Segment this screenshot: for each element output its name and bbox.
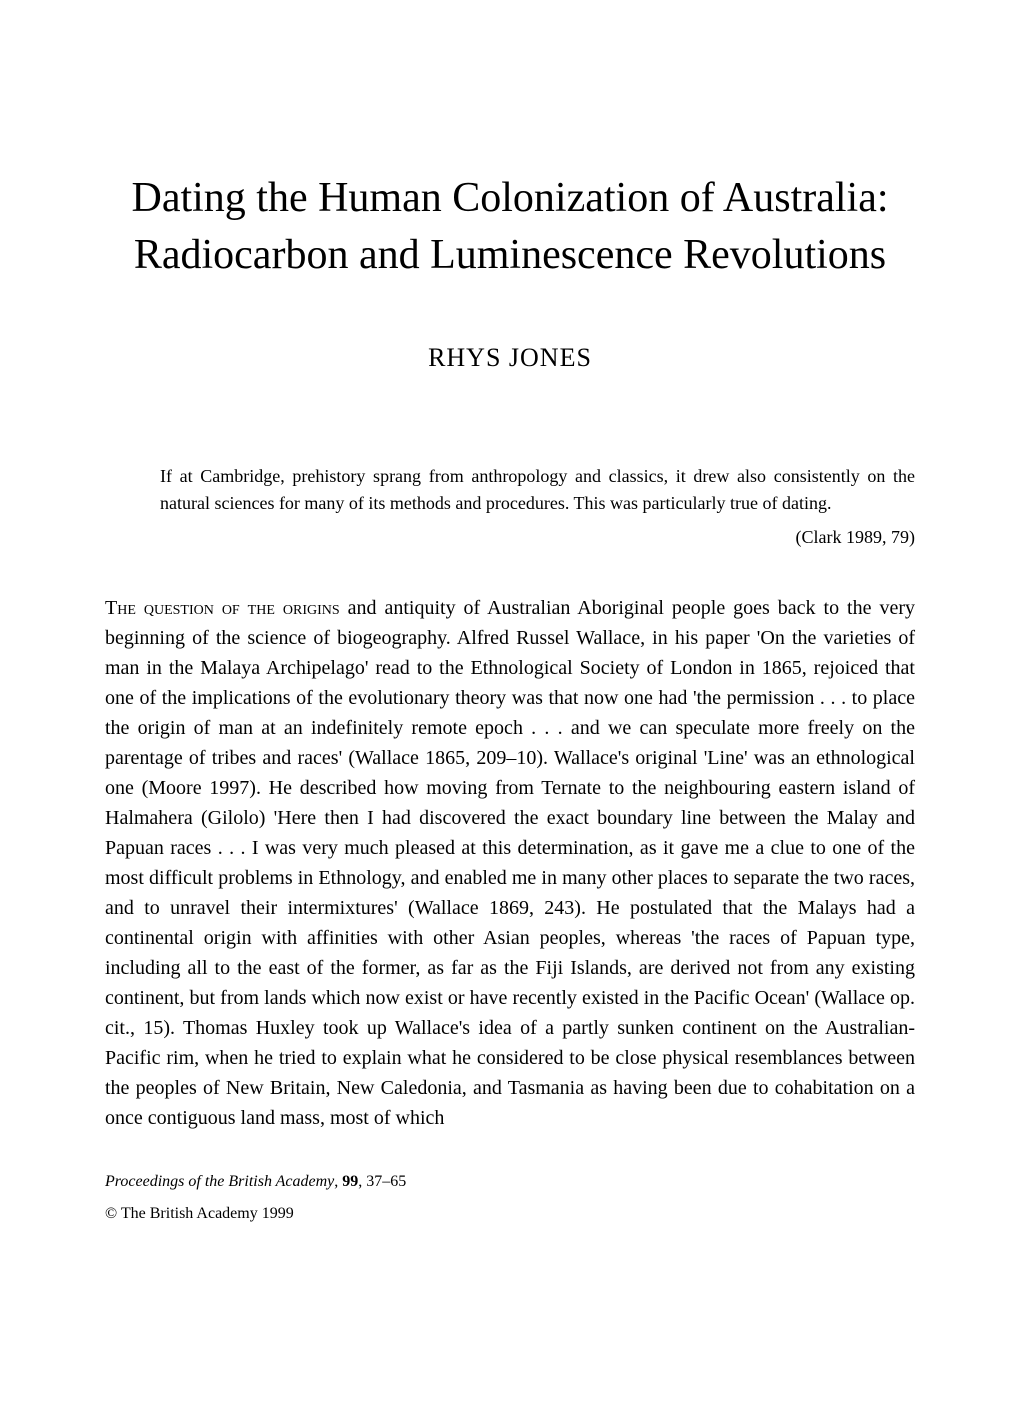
volume-number: 99 — [342, 1173, 358, 1190]
footer-citation: Proceedings of the British Academy, 99, … — [105, 1173, 915, 1191]
body-lead-smallcaps: The question of the origins — [105, 597, 340, 619]
article-title: Dating the Human Colonization of Austral… — [105, 170, 915, 283]
body-remainder: and antiquity of Australian Aboriginal p… — [105, 597, 915, 1129]
copyright-line: © The British Academy 1999 — [105, 1205, 915, 1223]
author-name: RHYS JONES — [105, 343, 915, 373]
epigraph-text: If at Cambridge, prehistory sprang from … — [160, 463, 915, 517]
body-paragraph: The question of the origins and antiquit… — [105, 593, 915, 1133]
page-container: Dating the Human Colonization of Austral… — [0, 0, 1020, 1303]
epigraph-citation: (Clark 1989, 79) — [105, 527, 915, 548]
journal-name: Proceedings of the British Academy — [105, 1173, 334, 1190]
page-range: 37–65 — [366, 1173, 406, 1190]
